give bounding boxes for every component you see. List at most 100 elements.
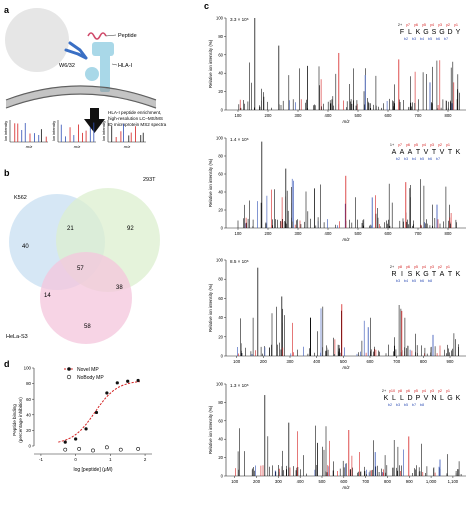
spectrum-xtick-label: 300 bbox=[295, 113, 303, 118]
y-ion-label: y3 bbox=[430, 265, 434, 269]
y-ion-label: y6 bbox=[406, 389, 410, 393]
sequence-residue: N bbox=[431, 395, 436, 402]
novel-mp-point bbox=[63, 440, 67, 444]
spectrum-xtick-label: 300 bbox=[275, 479, 283, 484]
d-ytick-label: 100 bbox=[24, 366, 32, 371]
spectrum-ytick-label: 60 bbox=[218, 172, 223, 177]
novel-mp-point bbox=[94, 410, 99, 415]
sequence-residue: A bbox=[392, 149, 397, 156]
b-ion-label: b5 bbox=[404, 403, 408, 407]
spectrum-xtick-label: 1,100 bbox=[448, 479, 459, 484]
spectrum-xtick-label: 800 bbox=[445, 113, 453, 118]
sequence-residue: G bbox=[423, 29, 428, 36]
y-ion-label: y5 bbox=[414, 265, 418, 269]
b-ion-label: b6 bbox=[428, 157, 432, 161]
mini-xlabel: m/z bbox=[74, 144, 80, 149]
spectrum-xtick-label: 700 bbox=[393, 359, 401, 364]
sequence-residue: A bbox=[408, 149, 413, 156]
spectrum-ytick-label: 100 bbox=[216, 258, 224, 263]
b-ion-label: b3 bbox=[412, 37, 416, 41]
peptide-icon bbox=[87, 32, 107, 40]
spectrum-ytick-label: 20 bbox=[218, 455, 223, 460]
d-xlabel: log [peptide] (μM) bbox=[73, 467, 112, 473]
spectrum-xtick-label: 900 bbox=[447, 359, 455, 364]
y-ion-label: y8 bbox=[398, 265, 402, 269]
b-ion-label: b4 bbox=[404, 279, 408, 283]
y-ion-label: y6 bbox=[406, 265, 410, 269]
b-ion-label: b5 bbox=[420, 157, 424, 161]
b-ion-label: b7 bbox=[436, 157, 440, 161]
y-ion-label: y5 bbox=[414, 143, 418, 147]
spectrum-xtick-label: 800 bbox=[420, 359, 428, 364]
spectrum-xlabel: m/z bbox=[342, 365, 350, 370]
spectrum-xtick-label: 400 bbox=[325, 113, 333, 118]
y-ion-label: y1 bbox=[446, 389, 450, 393]
panel-b-letter: b bbox=[4, 168, 10, 178]
spectrum-ytick-label: 100 bbox=[216, 16, 224, 21]
y-ion-label: y6 bbox=[414, 23, 418, 27]
cell-membrane bbox=[5, 85, 157, 109]
b-ion-label: b2 bbox=[404, 37, 408, 41]
spectrum-xtick-label: 200 bbox=[253, 479, 261, 484]
y-ion-label: y1 bbox=[446, 265, 450, 269]
spectrum-xtick-label: 600 bbox=[385, 113, 393, 118]
legend-novel: Novel MP bbox=[77, 367, 99, 373]
nobody-mp-point bbox=[63, 447, 68, 452]
d-ylabel-line1: Peptide binding bbox=[12, 404, 17, 436]
sequence-residue: I bbox=[401, 271, 403, 278]
workflow-line-3: ID microprotein MS2 spectra bbox=[108, 122, 167, 127]
b-ion-label: b7 bbox=[444, 37, 448, 41]
sequence-residue: L bbox=[392, 395, 396, 402]
y-ion-label: y7 bbox=[406, 23, 410, 27]
spectrum-scale: 3.3 × 10⁶ bbox=[230, 17, 249, 22]
y-ion-label: y7 bbox=[398, 143, 402, 147]
hla-label: HLA-I bbox=[118, 63, 133, 69]
spectrum-xtick-label: 600 bbox=[385, 231, 393, 236]
novel-mp-point bbox=[115, 381, 119, 385]
novel-mp-point bbox=[136, 378, 140, 383]
sequence-residue: K bbox=[416, 271, 421, 278]
sequence-residue: F bbox=[400, 29, 404, 36]
y-ion-label: y5 bbox=[414, 389, 418, 393]
spectrum-ytick-label: 0 bbox=[221, 226, 224, 231]
y-ion-label: 2+ bbox=[382, 389, 387, 393]
spectrum-xtick-label: 700 bbox=[362, 479, 370, 484]
spectrum-xtick-label: 200 bbox=[260, 359, 268, 364]
spectrum-scale: 1.4 × 10⁶ bbox=[230, 137, 249, 142]
sequence-residue: A bbox=[400, 149, 405, 156]
spectrum-ytick-label: 0 bbox=[221, 474, 224, 479]
y-ion-label: y2 bbox=[438, 389, 442, 393]
y-ion-label: y3 bbox=[430, 389, 434, 393]
spectrum-xtick-label: 500 bbox=[355, 231, 363, 236]
legend-marker-novel bbox=[67, 367, 71, 371]
venn-count-293t-only: 92 bbox=[127, 226, 134, 232]
y-ion-label: y4 bbox=[422, 389, 426, 393]
sequence-residue: V bbox=[424, 149, 429, 156]
sequence-residue: L bbox=[400, 395, 404, 402]
venn-circle-hela bbox=[40, 252, 132, 344]
y-ion-label: y3 bbox=[430, 143, 434, 147]
venn-count-293t-hela: 38 bbox=[116, 285, 123, 291]
spectrum-xtick-label: 100 bbox=[235, 231, 243, 236]
spectrum-ytick-label: 0 bbox=[221, 108, 224, 113]
d-ytick-label: 0 bbox=[29, 444, 32, 449]
panel-b: b K562 293T HeLa-S3 40 92 58 21 14 38 57 bbox=[4, 168, 160, 344]
y-ion-label: 1+ bbox=[390, 143, 395, 147]
d-ytick-label: 60 bbox=[26, 397, 31, 402]
spectrum-ytick-label: 60 bbox=[218, 296, 223, 301]
b-ion-label: b8 bbox=[428, 279, 432, 283]
spectrum-ytick-label: 100 bbox=[216, 382, 224, 387]
sequence-residue: D bbox=[447, 29, 452, 36]
mini-ylabel: Ion intensity bbox=[102, 121, 106, 141]
spectrum-xtick-label: 200 bbox=[265, 113, 273, 118]
nobody-mp-point bbox=[91, 448, 95, 453]
spectrum-ytick-label: 100 bbox=[216, 136, 224, 141]
spectrum-xtick-label: 600 bbox=[340, 479, 348, 484]
b-ion-label: b2 bbox=[396, 157, 400, 161]
mini-xlabel: m/z bbox=[124, 144, 130, 149]
spectrum-xtick-label: 400 bbox=[313, 359, 321, 364]
y-ion-label: y4 bbox=[422, 265, 426, 269]
sequence-residue: D bbox=[407, 395, 412, 402]
